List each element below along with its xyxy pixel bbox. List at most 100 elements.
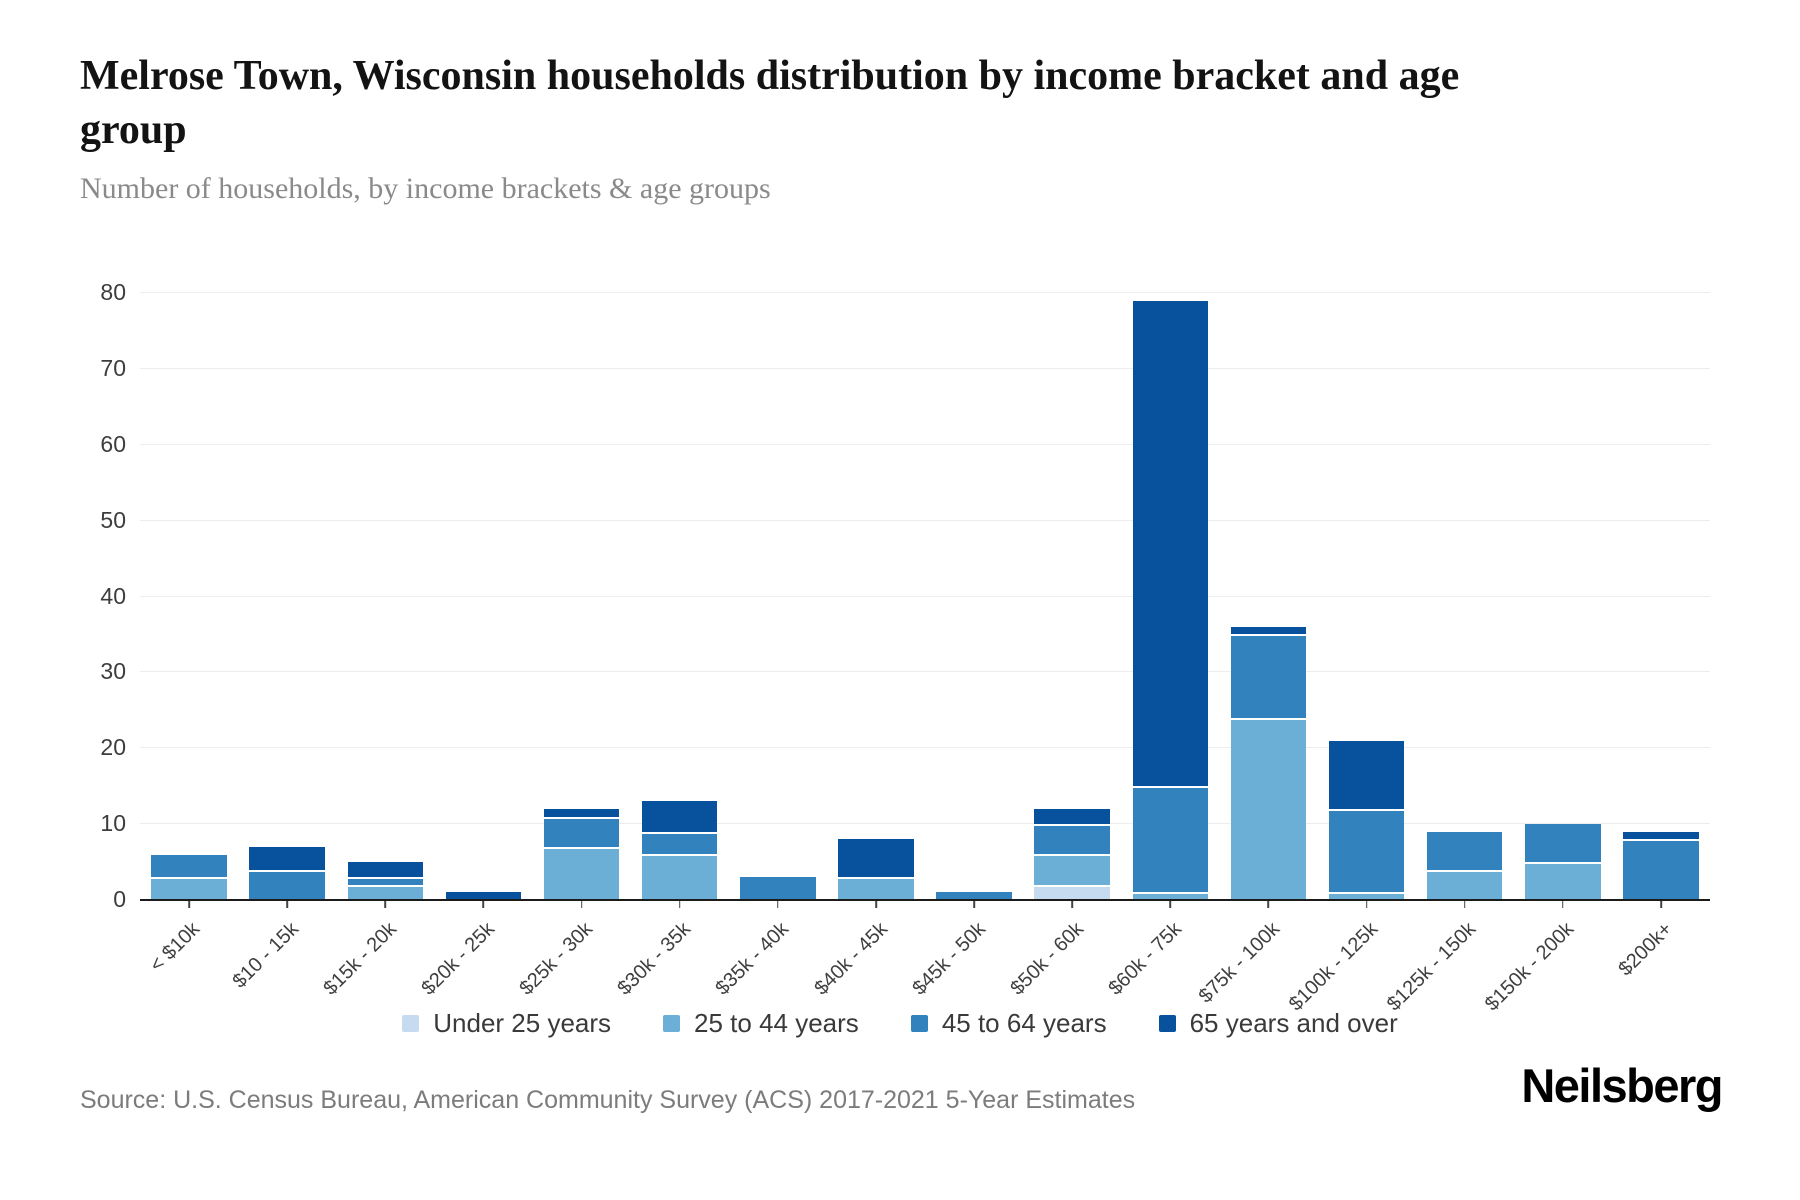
bar-segment	[151, 877, 227, 900]
bar-segment	[1426, 831, 1503, 870]
bar-group-2	[249, 846, 325, 900]
bar-group-1	[151, 854, 227, 900]
y-axis-tick-label: 70	[100, 354, 126, 381]
legend-item[interactable]: Under 25 years	[402, 1008, 611, 1039]
y-axis-tick-label: 60	[100, 430, 126, 457]
bar-segment	[1230, 626, 1307, 635]
bar-slot	[729, 293, 827, 900]
x-axis-tick	[1562, 901, 1564, 908]
x-axis-tick	[875, 901, 877, 908]
bar-slot	[631, 293, 729, 900]
x-axis-tick-label: $125k - 150k	[1382, 918, 1481, 1016]
bar-segment	[543, 808, 620, 817]
x-axis-tick	[1267, 901, 1270, 908]
bar-group-4	[445, 892, 522, 900]
bar-group-15	[1525, 824, 1601, 900]
x-axis-tick	[1463, 901, 1466, 908]
gridline	[140, 292, 1710, 293]
x-axis-tick-label: $150k - 200k	[1481, 918, 1579, 1016]
bar-group-8	[838, 839, 914, 900]
brand-logo: Neilsberg	[1521, 1059, 1723, 1112]
bar-group-12	[1230, 626, 1307, 900]
plot-area: 0 10 20 30 40 50 60 70 80 < $10k $10 - 15k $15k - …	[100, 279, 1710, 1015]
bar-slot	[140, 293, 238, 900]
bar-segment	[1230, 634, 1307, 718]
bar-segment	[1132, 892, 1209, 900]
x-axis-tick-label: $20k - 25k	[417, 918, 499, 1000]
bar-segment	[641, 854, 718, 900]
legend-swatch-icon	[663, 1015, 681, 1032]
gridline	[140, 823, 1710, 825]
source-text: Source: U.S. Census Bureau, American Com…	[80, 1086, 1136, 1114]
bar-segment	[1034, 824, 1110, 855]
x-axis-line	[140, 898, 1710, 901]
legend-item[interactable]: 25 to 44 years	[663, 1008, 859, 1039]
bar-segment	[1132, 786, 1209, 893]
x-axis-tick-label: $15k - 20k	[319, 918, 401, 1000]
x-axis-tick-label: $30k - 35k	[613, 918, 696, 1000]
gridline	[140, 443, 1710, 445]
page-title: Melrose Town, Wisconsin households distr…	[80, 53, 1460, 153]
x-axis-tick	[777, 901, 779, 908]
bar-segment	[1525, 862, 1601, 900]
bar-slot	[336, 293, 434, 900]
bar-group-16	[1623, 831, 1699, 900]
bar-segment	[1623, 831, 1699, 840]
bar-segment	[347, 862, 424, 878]
x-axis-tick	[188, 901, 190, 908]
x-axis-tick	[678, 901, 681, 908]
bar-slot	[925, 293, 1023, 900]
bar-group-9	[936, 892, 1012, 900]
y-axis-tick-label: 40	[100, 582, 126, 609]
bar-group-14	[1426, 831, 1503, 900]
bar-segment	[543, 816, 620, 847]
x-axis-tick-label: $45k - 50k	[908, 918, 990, 1000]
x-axis-tick-label: $200k+	[1614, 918, 1677, 981]
gridline	[140, 519, 1710, 521]
bar-segment	[151, 854, 227, 878]
bar-segment	[1034, 884, 1110, 900]
bar-segment	[347, 877, 424, 885]
bar-group-6	[641, 801, 718, 900]
x-axis-tick	[973, 901, 975, 908]
x-axis-tick-label: $35k - 40k	[711, 918, 794, 1000]
bar-segment	[445, 892, 522, 900]
bar-slot	[1219, 293, 1317, 900]
x-axis-tick-label: $40k - 45k	[809, 918, 892, 1000]
x-axis-tick	[1365, 901, 1368, 908]
bar-segment	[1230, 717, 1307, 900]
bar-group-7	[740, 877, 816, 900]
bar-segment	[1328, 808, 1405, 893]
x-axis-tick-label: $60k - 75k	[1104, 918, 1186, 1000]
legend-item[interactable]: 45 to 64 years	[910, 1008, 1107, 1039]
x-axis-tick-label: $25k - 30k	[515, 918, 598, 1000]
bar-segment	[1034, 854, 1110, 885]
bar-segment	[1623, 839, 1699, 900]
legend-label: 45 to 64 years	[941, 1008, 1107, 1038]
legend-swatch-icon	[1158, 1015, 1176, 1032]
x-axis-tick	[580, 901, 583, 908]
bar-segment	[838, 877, 914, 900]
page-subtitle: Number of households, by income brackets…	[80, 172, 771, 205]
bar-slot	[1514, 293, 1612, 900]
x-axis-tick	[1071, 901, 1073, 908]
bar-segment	[1328, 892, 1405, 900]
bar-slot	[1612, 293, 1710, 900]
bar-segment	[543, 846, 620, 900]
bar-segment	[249, 869, 325, 900]
x-axis-tick-label: $50k - 60k	[1006, 918, 1088, 1000]
x-axis-tick	[384, 901, 387, 908]
bar-segment	[1034, 808, 1110, 825]
bar-group-11	[1132, 300, 1209, 900]
bar-slot	[1121, 293, 1219, 900]
bar-group-13	[1328, 740, 1405, 900]
x-axis-tick-label: $100k - 125k	[1284, 918, 1383, 1016]
gridline	[140, 595, 1710, 597]
legend-label: 65 years and over	[1189, 1008, 1398, 1038]
bar-segment	[1426, 869, 1503, 900]
legend-item[interactable]: 65 years and over	[1158, 1008, 1398, 1039]
bar-segment	[1525, 824, 1601, 863]
bar-segment	[1132, 300, 1209, 787]
bar-slot	[827, 293, 925, 900]
